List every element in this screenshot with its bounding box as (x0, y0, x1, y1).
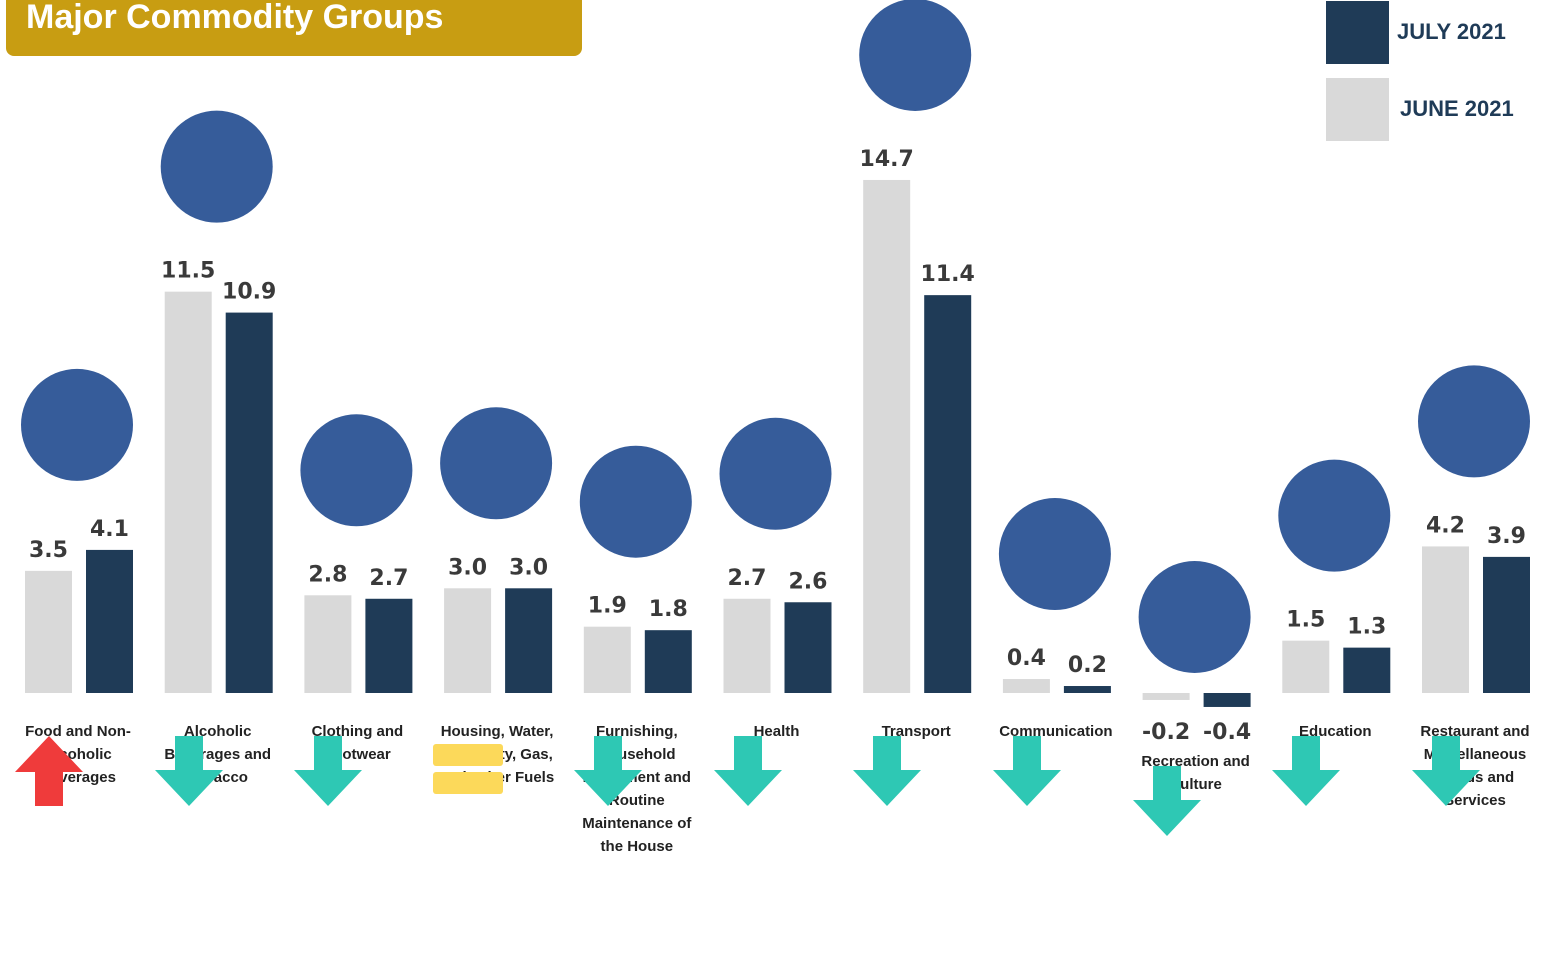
category-label: Communication (991, 720, 1121, 743)
value-label: -0.4 (1203, 720, 1251, 745)
value-label: 11.5 (161, 259, 215, 284)
bar (1064, 686, 1111, 693)
bar (226, 313, 273, 693)
category-label: Clothing and Footwear (292, 720, 422, 766)
icon (999, 498, 1111, 610)
category-label: Restaurant and Miscellaneous Goods and S… (1410, 720, 1540, 812)
arrow-down (714, 736, 782, 806)
value-label: 4.2 (1426, 513, 1465, 538)
category-label: Alcoholic Beverages and Tobacco (153, 720, 283, 789)
bar (1483, 557, 1530, 693)
value-label: 1.5 (1286, 608, 1325, 633)
bar (304, 595, 351, 693)
arrow-down (574, 736, 642, 806)
icon (720, 418, 832, 530)
change-arrow (851, 734, 923, 808)
value-label: 3.5 (29, 538, 68, 563)
equal-bar (433, 772, 503, 794)
change-arrow (712, 734, 784, 808)
bar (724, 599, 771, 693)
change-arrow (1270, 734, 1342, 808)
arrow-down (993, 736, 1061, 806)
change-arrow (991, 734, 1063, 808)
bar (863, 180, 910, 693)
bar (1282, 641, 1329, 693)
arrow-down (1133, 766, 1201, 836)
value-label: 0.4 (1007, 646, 1046, 671)
category-label: Transport (851, 720, 981, 743)
bar (785, 602, 832, 693)
bar (1003, 679, 1050, 693)
bar (505, 588, 552, 693)
value-label: -0.2 (1142, 720, 1190, 745)
legend-label: JULY 2021 (1397, 19, 1506, 45)
bar (1422, 546, 1469, 693)
icon (580, 446, 692, 558)
category-label: Recreation and Culture (1131, 750, 1261, 796)
category-label: Food and Non-Alcoholic Beverages (13, 720, 143, 789)
change-arrow (13, 734, 85, 808)
value-label: 2.6 (789, 569, 828, 594)
chart: 3.5 4.1 11.5 10.9 2.8 2.7 3.0 3.0 1.9 1.8 2.7 2.6 14… (0, 0, 1555, 953)
legend-swatch (1326, 78, 1389, 141)
change-arrow (432, 734, 504, 808)
category-label: Furnishing, Household Equipment and Rout… (572, 720, 702, 858)
value-label: 2.7 (728, 566, 767, 591)
bar (584, 627, 631, 693)
bar (1204, 693, 1251, 707)
value-label: 2.7 (369, 566, 408, 591)
arrow-down (294, 736, 362, 806)
value-label: 3.0 (448, 555, 487, 580)
bar (1143, 693, 1190, 700)
arrow-down (155, 736, 223, 806)
arrow-down (853, 736, 921, 806)
category-label: Housing, Water, Electricity, Gas, and Ot… (432, 720, 562, 789)
bar (1343, 648, 1390, 693)
value-label: 3.0 (509, 555, 548, 580)
value-label: 1.3 (1347, 615, 1386, 640)
value-label: 1.9 (588, 594, 627, 619)
value-label: 1.8 (649, 597, 688, 622)
bar (444, 588, 491, 693)
value-label: 4.1 (90, 517, 129, 542)
bar (645, 630, 692, 693)
arrow-up (15, 736, 83, 806)
legend-swatch (1326, 1, 1389, 64)
icon (161, 111, 273, 223)
change-arrow (1410, 734, 1482, 808)
value-label: 3.9 (1487, 524, 1526, 549)
change-arrow (1131, 764, 1203, 838)
page: 3.5 4.1 11.5 10.9 2.8 2.7 3.0 3.0 1.9 1.8 2.7 2.6 14… (0, 0, 1555, 953)
value-label: 10.9 (222, 280, 276, 305)
icon (1278, 460, 1390, 572)
icon (21, 369, 133, 481)
change-arrow (153, 734, 225, 808)
change-arrow (292, 734, 364, 808)
value-label: 11.4 (921, 262, 975, 287)
icon (300, 414, 412, 526)
icon (859, 0, 971, 111)
icon (1139, 561, 1251, 673)
value-label: 14.7 (860, 147, 914, 172)
chart-title: Major Commodity Groups (6, 0, 582, 56)
arrow-down (1272, 736, 1340, 806)
bar (25, 571, 72, 693)
legend-label: JUNE 2021 (1400, 96, 1514, 122)
bar (86, 550, 133, 693)
category-label: Education (1270, 720, 1400, 743)
icon (1418, 365, 1530, 477)
equal-bar (433, 744, 503, 766)
icon (440, 407, 552, 519)
bar (365, 599, 412, 693)
value-label: 2.8 (308, 562, 347, 587)
bar (924, 295, 971, 693)
arrow-down (1412, 736, 1480, 806)
change-arrow (572, 734, 644, 808)
bar (165, 292, 212, 693)
category-label: Health (712, 720, 842, 743)
value-label: 0.2 (1068, 653, 1107, 678)
